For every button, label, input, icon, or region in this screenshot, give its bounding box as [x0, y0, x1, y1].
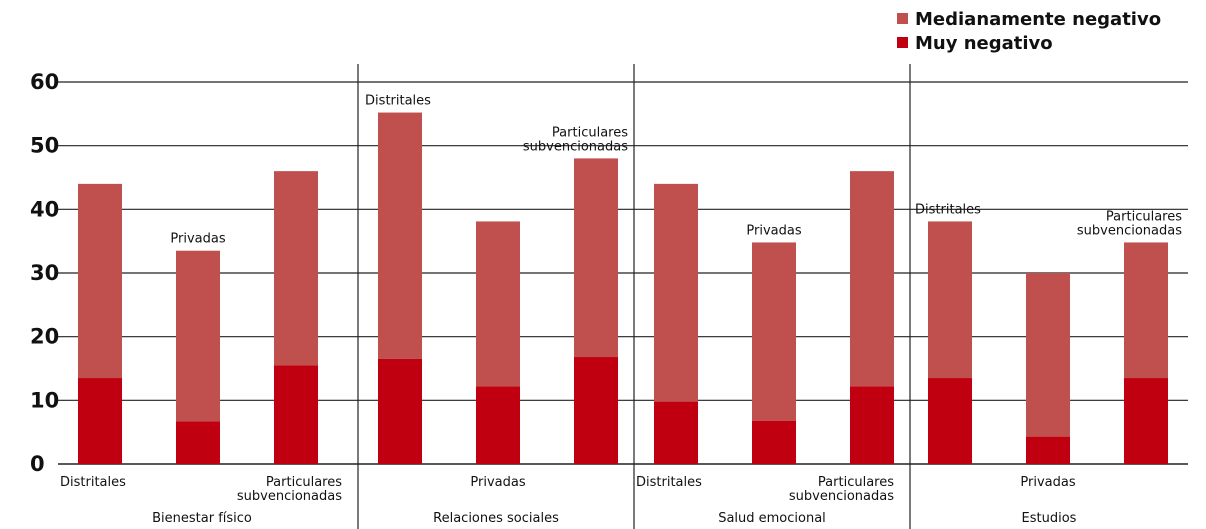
bar-label: Particulares — [1106, 209, 1182, 224]
bar-label: Distritales — [636, 475, 702, 490]
group-label: Estudios — [1022, 511, 1077, 526]
bar-muy-negativo — [752, 420, 796, 464]
bar-medianamente-negativo — [476, 221, 520, 387]
y-tick-label: 60 — [30, 70, 59, 94]
bars — [78, 112, 1168, 464]
bar-label: Privadas — [470, 475, 525, 490]
y-tick-label: 0 — [30, 452, 45, 476]
y-tick-label: 30 — [30, 261, 59, 285]
y-axis-ticks: 0 10 20 30 40 50 60 — [30, 70, 59, 476]
bar-label: Particulares — [552, 125, 628, 140]
legend-label: Medianamente negativo — [915, 9, 1161, 30]
legend-label: Muy negativo — [915, 33, 1053, 54]
group-labels: Bienestar físico Relaciones sociales Salud… — [152, 511, 1077, 526]
bar-muy-negativo — [928, 378, 972, 464]
bar-medianamente-negativo — [1124, 242, 1168, 379]
y-tick-label: 50 — [30, 134, 59, 158]
bar-muy-negativo — [476, 386, 520, 464]
bar-muy-negativo — [850, 386, 894, 464]
bar-muy-negativo — [654, 401, 698, 464]
bar-label: Distritales — [60, 475, 126, 490]
bar-medianamente-negativo — [78, 183, 122, 379]
bar-medianamente-negativo — [752, 242, 796, 421]
bar-label: Privadas — [1020, 475, 1075, 490]
bar-label: subvencionadas — [789, 489, 894, 504]
bar-medianamente-negativo — [274, 171, 318, 366]
bar-muy-negativo — [274, 365, 318, 464]
bar-muy-negativo — [574, 357, 618, 464]
bar-medianamente-negativo — [654, 183, 698, 402]
group-label: Relaciones sociales — [433, 511, 559, 526]
legend-swatch — [897, 37, 908, 48]
bar-label: Distritales — [365, 94, 431, 109]
bar-label: subvencionadas — [523, 139, 628, 154]
gridlines — [58, 81, 1188, 465]
bar-medianamente-negativo — [378, 112, 422, 359]
bar-muy-negativo — [78, 378, 122, 464]
y-tick-label: 40 — [30, 197, 59, 221]
group-separators — [357, 64, 911, 529]
y-tick-label: 10 — [30, 388, 59, 412]
bar-muy-negativo — [1026, 436, 1070, 464]
bar-label: subvencionadas — [237, 489, 342, 504]
bar-labels: DistritalesPrivadasParticularessubvencio… — [60, 94, 1182, 504]
bar-medianamente-negativo — [928, 221, 972, 379]
y-tick-label: 20 — [30, 325, 59, 349]
bar-label: Privadas — [746, 223, 801, 238]
legend-swatch — [897, 13, 908, 24]
bar-label: Distritales — [915, 202, 981, 217]
legend: Medianamente negativo Muy negativo — [897, 9, 1161, 54]
bar-label: Particulares — [266, 475, 342, 490]
bar-medianamente-negativo — [1026, 273, 1070, 437]
bar-medianamente-negativo — [574, 158, 618, 358]
bar-muy-negativo — [176, 421, 220, 464]
bar-label: Particulares — [818, 475, 894, 490]
group-label: Bienestar físico — [152, 511, 252, 526]
group-label: Salud emocional — [718, 511, 826, 526]
bar-label: Privadas — [170, 232, 225, 247]
bar-medianamente-negativo — [176, 250, 220, 422]
bar-muy-negativo — [1124, 378, 1168, 464]
bar-medianamente-negativo — [850, 171, 894, 387]
bar-muy-negativo — [378, 358, 422, 464]
bar-label: subvencionadas — [1077, 223, 1182, 238]
